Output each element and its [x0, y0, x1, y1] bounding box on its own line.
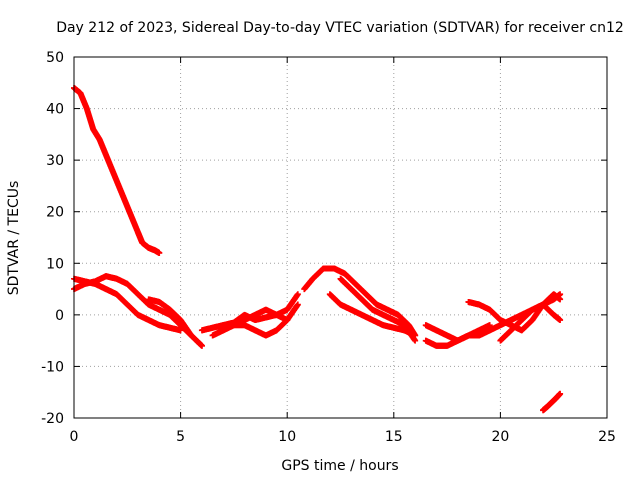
y-tick-label: 30	[46, 153, 64, 169]
data-point	[412, 332, 419, 339]
series-track-11	[422, 291, 564, 349]
y-tick-label: 40	[46, 102, 64, 118]
data-point	[294, 301, 301, 308]
x-tick-label: 0	[70, 429, 79, 445]
y-tick-label: -10	[41, 359, 64, 375]
series-track-7	[230, 317, 291, 339]
chart-title: Day 212 of 2023, Sidereal Day-to-day VTE…	[56, 20, 624, 36]
x-tick-label: 10	[278, 429, 296, 445]
x-tick-label: 15	[385, 429, 403, 445]
series-track-15	[540, 390, 564, 414]
series-track-8	[301, 265, 419, 339]
data-point	[156, 249, 163, 256]
series-track-4	[145, 296, 205, 349]
series-track-10	[326, 291, 419, 339]
series-track-3	[71, 275, 184, 334]
data-point	[294, 291, 301, 298]
grid	[74, 57, 607, 418]
data-point	[284, 317, 291, 324]
plot-frame	[73, 56, 608, 419]
y-tick-label: 10	[46, 256, 64, 272]
y-tick-label: 20	[46, 205, 64, 221]
x-tick-label: 20	[491, 429, 509, 445]
x-axis-label: GPS time / hours	[281, 458, 398, 474]
y-tick-label: -20	[41, 411, 64, 427]
data-point	[198, 342, 205, 349]
series-track-1	[71, 84, 163, 256]
x-tick-labels: 0 5 10 15 20 25	[70, 429, 616, 445]
x-tick-label: 5	[176, 429, 185, 445]
y-tick-label: 50	[46, 50, 64, 66]
y-axis-label: SDTVAR / TECUs	[6, 181, 22, 296]
series-track-12	[422, 322, 493, 344]
data-point	[177, 327, 184, 334]
y-tick-label: 0	[55, 308, 64, 324]
data-points	[71, 84, 564, 414]
x-tick-label: 25	[598, 429, 616, 445]
data-point	[412, 337, 419, 344]
y-tick-labels: -20 -10 0 10 20 30 40 50	[41, 50, 64, 427]
axis-ticks	[73, 56, 608, 419]
